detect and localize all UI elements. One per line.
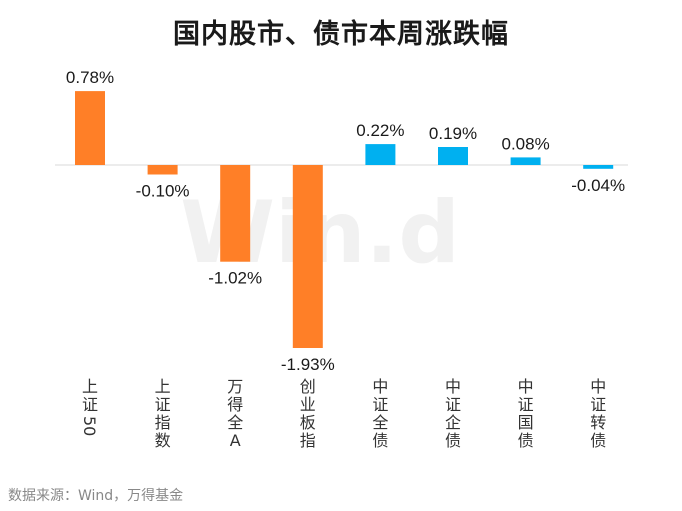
value-label-8: -0.04% xyxy=(571,176,625,195)
category-label-1-digits: 50 xyxy=(80,416,99,436)
category-label-7: 中证国债 xyxy=(518,377,534,450)
chart-title: 国内股市、债市本周涨跌幅 xyxy=(173,19,509,50)
category-label-3: 万得全 A xyxy=(227,377,243,450)
source-note: 数据来源：Wind，万得基金 xyxy=(8,488,184,504)
value-label-5: 0.22% xyxy=(356,121,404,140)
category-label-1: 上证 xyxy=(82,377,98,414)
bar-7 xyxy=(510,157,541,165)
bar-5 xyxy=(365,144,396,165)
bar-4 xyxy=(292,165,323,348)
bar-chart: Win.d 0.78%-0.10%-1.02%-1.93%0.22%0.19%0… xyxy=(55,68,628,450)
value-label-2: -0.10% xyxy=(136,182,190,201)
bar-6 xyxy=(438,147,468,165)
category-label-5: 中证全债 xyxy=(372,377,388,450)
category-label-6: 中证企债 xyxy=(445,377,461,450)
bar-8 xyxy=(583,165,614,169)
value-label-6: 0.19% xyxy=(429,124,477,143)
value-labels-group: 0.78% -0.10% -1.02% -1.93% 0.22% 0.19% 0.08% -0… xyxy=(66,68,625,374)
category-label-2: 上证指数 xyxy=(155,377,171,450)
bar-2 xyxy=(147,165,178,175)
value-label-4: -1.93% xyxy=(281,355,335,374)
bars-group xyxy=(75,91,614,348)
value-label-7: 0.08% xyxy=(501,134,549,153)
value-label-1: 0.78% xyxy=(66,68,114,87)
category-label-8: 中证转债 xyxy=(590,377,606,450)
bar-1 xyxy=(75,91,105,165)
value-label-3: -1.02% xyxy=(208,269,262,288)
bar-3 xyxy=(220,165,251,262)
category-label-4: 创业板指 xyxy=(300,377,316,450)
